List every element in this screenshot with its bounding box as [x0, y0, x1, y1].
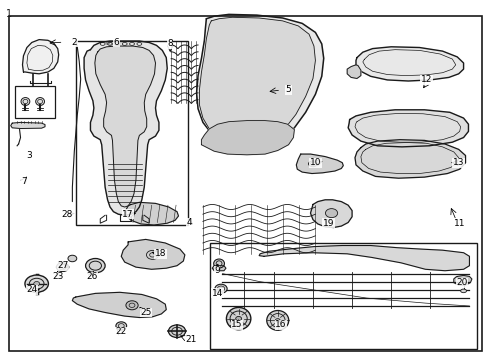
Polygon shape: [354, 140, 465, 178]
Text: OO OD: OO OD: [105, 42, 119, 46]
Polygon shape: [346, 65, 360, 78]
Text: 4: 4: [186, 218, 192, 227]
Ellipse shape: [34, 282, 40, 286]
Bar: [76, 41, 188, 225]
Ellipse shape: [460, 289, 466, 293]
Text: 1: 1: [6, 9, 12, 19]
Ellipse shape: [168, 325, 185, 338]
Text: 7: 7: [21, 177, 27, 186]
Ellipse shape: [68, 255, 77, 262]
Ellipse shape: [213, 259, 224, 268]
Ellipse shape: [325, 209, 337, 217]
Polygon shape: [199, 17, 315, 144]
Text: 8: 8: [167, 40, 173, 49]
Text: 5: 5: [285, 85, 291, 94]
Polygon shape: [201, 121, 294, 155]
Ellipse shape: [126, 301, 138, 310]
Polygon shape: [11, 122, 45, 129]
Polygon shape: [72, 292, 166, 318]
Text: 23: 23: [52, 272, 63, 281]
Ellipse shape: [308, 161, 317, 167]
Polygon shape: [126, 202, 178, 225]
Text: 24: 24: [26, 285, 38, 294]
Text: 17: 17: [122, 210, 134, 219]
Ellipse shape: [215, 284, 226, 293]
Ellipse shape: [275, 319, 280, 322]
Ellipse shape: [85, 258, 105, 273]
Ellipse shape: [21, 98, 30, 105]
Text: 10: 10: [309, 158, 321, 167]
Text: 25: 25: [140, 308, 151, 317]
Text: 15: 15: [231, 320, 243, 329]
Polygon shape: [196, 14, 323, 147]
Text: 18: 18: [154, 249, 166, 258]
Bar: [210, 243, 476, 349]
Text: 19: 19: [322, 219, 334, 228]
Text: 26: 26: [86, 272, 98, 281]
Ellipse shape: [266, 310, 288, 330]
Polygon shape: [259, 246, 468, 271]
Polygon shape: [84, 41, 167, 215]
Text: 27: 27: [57, 261, 68, 270]
Bar: [15, 86, 55, 118]
Polygon shape: [310, 200, 351, 228]
Ellipse shape: [235, 316, 241, 321]
Text: 3: 3: [26, 151, 32, 160]
Polygon shape: [453, 275, 471, 285]
Ellipse shape: [116, 322, 126, 330]
Text: 20: 20: [455, 278, 467, 287]
Text: 9: 9: [214, 266, 220, 275]
Text: 12: 12: [420, 76, 431, 85]
Text: 11: 11: [453, 219, 465, 228]
Polygon shape: [347, 110, 468, 147]
Text: 2: 2: [71, 37, 77, 46]
Text: 16: 16: [275, 320, 286, 329]
Text: 22: 22: [115, 328, 127, 336]
Text: 13: 13: [452, 158, 464, 167]
Polygon shape: [212, 266, 225, 271]
Polygon shape: [95, 46, 155, 207]
Ellipse shape: [57, 263, 68, 271]
Ellipse shape: [25, 275, 48, 292]
Polygon shape: [296, 154, 343, 174]
Ellipse shape: [226, 307, 250, 330]
Text: 21: 21: [184, 335, 196, 343]
Polygon shape: [121, 239, 184, 269]
Polygon shape: [355, 47, 463, 81]
Ellipse shape: [36, 98, 44, 105]
Text: 28: 28: [61, 210, 73, 219]
Text: 14: 14: [211, 289, 223, 298]
Text: 6: 6: [113, 38, 119, 47]
Polygon shape: [22, 40, 59, 74]
